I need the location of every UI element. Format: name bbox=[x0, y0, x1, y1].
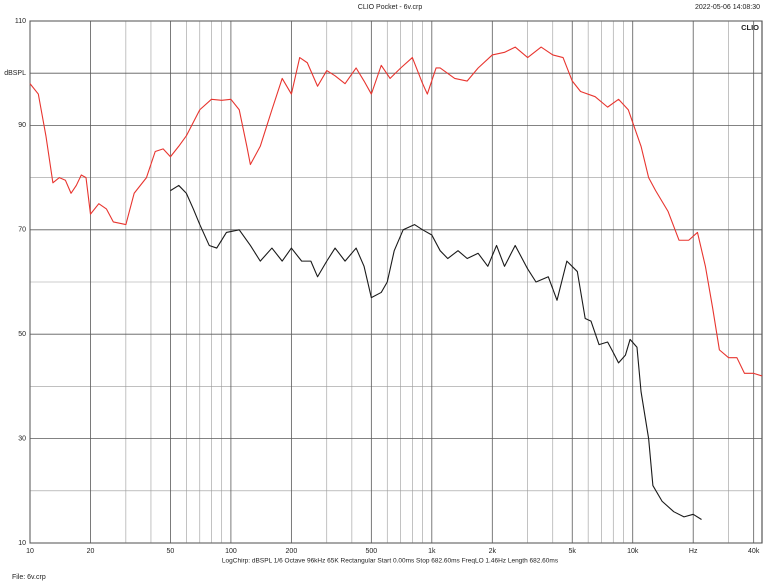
timestamp: 2022-05-06 14:08:30 bbox=[695, 4, 760, 11]
x-tick-label: 1k bbox=[428, 548, 436, 555]
y-tick-label: 110 bbox=[15, 18, 26, 25]
x-tick-label: 500 bbox=[365, 548, 377, 555]
x-tick-label: 100 bbox=[225, 548, 237, 555]
x-tick-label: 40k bbox=[748, 548, 760, 555]
data-line bbox=[170, 184, 702, 520]
x-tick-label: 20 bbox=[87, 548, 95, 555]
brand: CLIO bbox=[741, 23, 759, 32]
chart-title: CLIO Pocket - 6v.crp bbox=[358, 4, 423, 11]
y-tick-label: 90 bbox=[18, 122, 26, 129]
x-tick-label: 10 bbox=[26, 548, 34, 555]
x-tick-label: 200 bbox=[286, 548, 298, 555]
x-tick-label: 5k bbox=[569, 548, 577, 555]
file-name: File: 6v.crp bbox=[12, 574, 46, 581]
y-tick-label: 50 bbox=[18, 331, 26, 338]
settings: LogChirp: dBSPL 1/6 Octave 96kHz 65K Rec… bbox=[222, 558, 559, 565]
y-tick-label: 30 bbox=[18, 435, 26, 442]
y-tick-label: 70 bbox=[18, 227, 26, 234]
x-tick-label: 50 bbox=[167, 548, 175, 555]
x-tick-label: 2k bbox=[489, 548, 497, 555]
data-line bbox=[29, 46, 763, 377]
y-tick-label: dBSPL bbox=[4, 70, 26, 77]
x-tick-label: 10k bbox=[627, 548, 639, 555]
x-tick-label: Hz bbox=[689, 548, 698, 555]
y-tick-label: 10 bbox=[18, 540, 26, 547]
